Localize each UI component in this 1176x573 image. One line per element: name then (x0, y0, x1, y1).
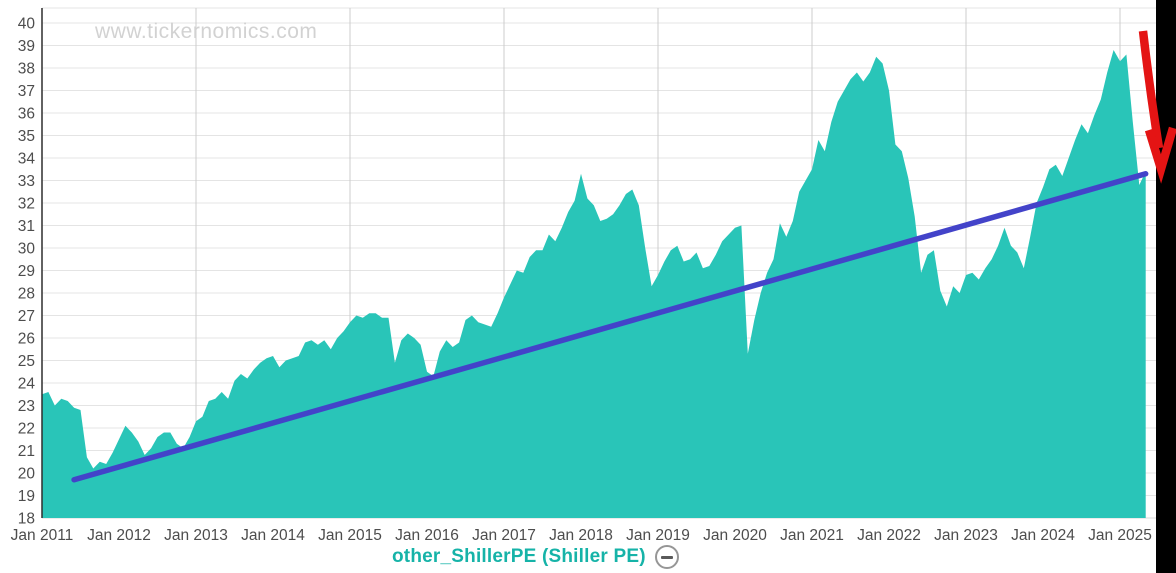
x-tick-label: Jan 2012 (87, 527, 151, 544)
y-tick-label: 23 (18, 398, 35, 415)
x-tick-label: Jan 2013 (164, 527, 228, 544)
x-tick-label: Jan 2014 (241, 527, 305, 544)
right-black-strip (1156, 0, 1176, 573)
y-tick-label: 30 (18, 241, 36, 258)
trend-line (71, 171, 1149, 483)
x-tick-label: Jan 2016 (395, 527, 459, 544)
x-tick-label: Jan 2017 (472, 527, 536, 544)
y-tick-label: 32 (18, 196, 35, 213)
x-tick-label: Jan 2023 (934, 527, 998, 544)
y-tick-label: 35 (18, 128, 35, 145)
x-tick-label: Jan 2011 (11, 527, 74, 544)
y-tick-label: 21 (18, 443, 35, 460)
shiller-pe-area-series[interactable] (42, 50, 1146, 518)
x-tick-label: Jan 2024 (1011, 527, 1075, 544)
y-tick-label: 24 (18, 376, 36, 393)
minus-circle-icon[interactable] (654, 545, 679, 569)
legend: other_ShillerPE (Shiller PE) (392, 545, 679, 569)
y-tick-label: 38 (18, 61, 35, 78)
y-tick-label: 18 (18, 511, 35, 528)
watermark: www.tickernomics.com (95, 20, 318, 43)
y-tick-label: 33 (18, 173, 35, 190)
x-tick-label: Jan 2015 (318, 527, 382, 544)
y-tick-label: 40 (18, 16, 36, 33)
y-tick-label: 22 (18, 421, 35, 438)
x-tick-label: Jan 2018 (549, 527, 613, 544)
y-tick-label: 20 (18, 466, 36, 483)
y-tick-label: 36 (18, 106, 35, 123)
x-tick-label: Jan 2022 (857, 527, 921, 544)
legend-series-label: other_ShillerPE (Shiller PE) (392, 546, 646, 567)
y-tick-label: 39 (18, 38, 35, 55)
y-tick-label: 25 (18, 353, 35, 370)
x-tick-label: Jan 2025 (1088, 527, 1152, 544)
y-tick-label: 26 (18, 331, 35, 348)
y-tick-label: 29 (18, 263, 35, 280)
x-tick-label: Jan 2019 (626, 527, 690, 544)
y-tick-label: 27 (18, 308, 35, 325)
x-tick-label: Jan 2020 (703, 527, 767, 544)
y-tick-label: 37 (18, 83, 35, 100)
y-tick-label: 31 (18, 218, 35, 235)
y-tick-label: 28 (18, 286, 35, 303)
y-tick-label: 34 (18, 151, 36, 168)
x-tick-label: Jan 2021 (780, 527, 844, 544)
y-tick-label: 19 (18, 488, 35, 505)
